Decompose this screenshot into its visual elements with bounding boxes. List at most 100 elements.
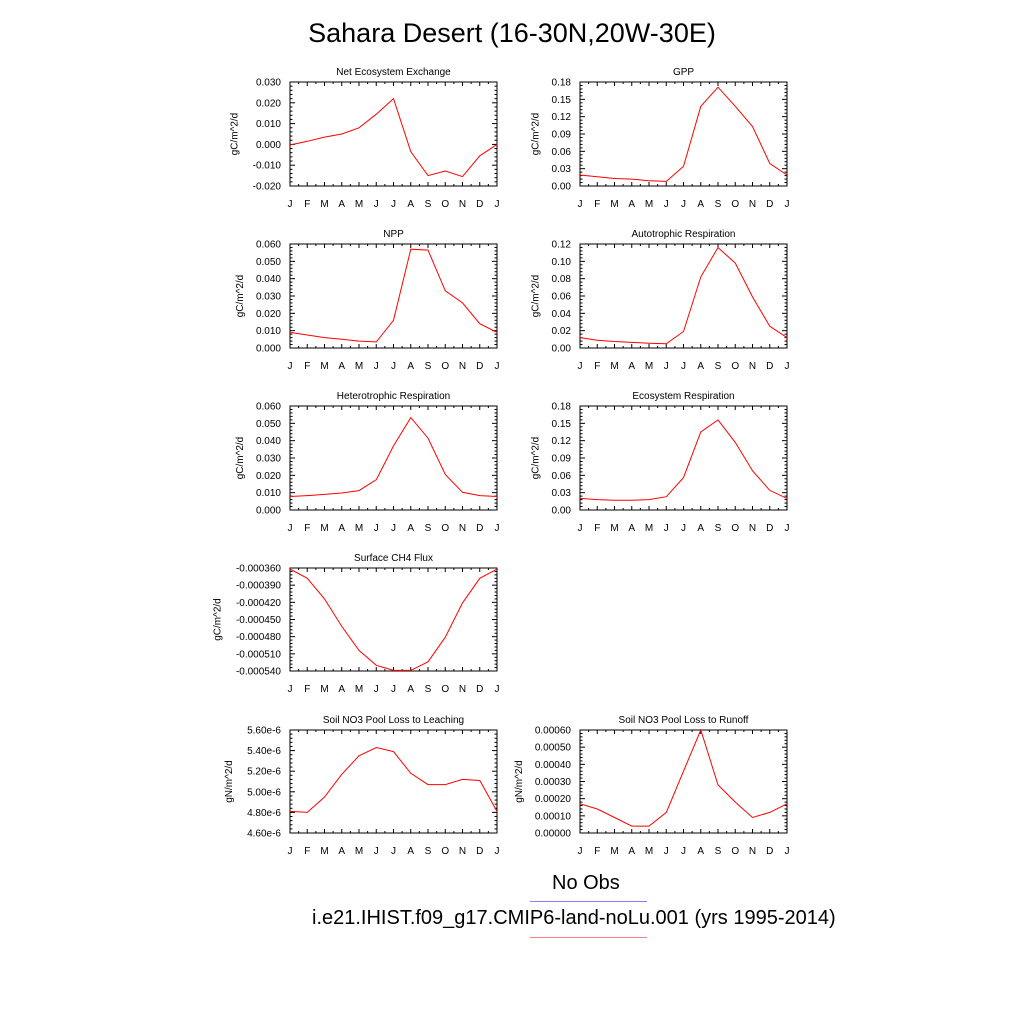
- x-tick-label: O: [731, 361, 739, 372]
- x-tick-label: J: [578, 523, 583, 534]
- x-tick-label: M: [320, 684, 328, 695]
- y-tick-label: 5.20e-6: [247, 767, 281, 778]
- x-tick-label: M: [645, 361, 653, 372]
- y-tick-label: -0.000360: [236, 564, 281, 575]
- x-tick-label: A: [697, 361, 704, 372]
- y-tick-label: 0.000: [256, 344, 281, 355]
- y-tick-label: 0.040: [256, 436, 281, 447]
- y-tick-label: 0.00: [552, 182, 572, 193]
- chart-panel-0: J F M A M J J A S O N D J-0.020-0.0100.0000.0100.020…: [229, 67, 499, 210]
- x-tick-label: D: [476, 361, 483, 372]
- y-tick-label: -0.000450: [236, 615, 281, 626]
- x-tick-label: J: [374, 684, 379, 695]
- x-tick-label: J: [288, 199, 293, 210]
- panel-title: Soil NO3 Pool Loss to Runoff: [619, 715, 749, 726]
- x-tick-label: J: [288, 361, 293, 372]
- y-tick-label: 0.15: [552, 419, 572, 430]
- y-tick-label: 0.030: [256, 78, 281, 89]
- x-tick-label: N: [459, 199, 466, 210]
- x-tick-label: F: [304, 684, 310, 695]
- y-axis-label: gN/m^2/d: [224, 760, 235, 803]
- legend-label-obs: No Obs: [552, 872, 620, 894]
- x-tick-label: M: [320, 523, 328, 534]
- x-tick-label: D: [476, 199, 483, 210]
- y-tick-label: 0.020: [256, 98, 281, 109]
- x-tick-label: A: [338, 199, 345, 210]
- y-tick-label: 0.010: [256, 119, 281, 130]
- x-tick-label: J: [374, 523, 379, 534]
- x-tick-label: S: [425, 361, 432, 372]
- y-tick-label: 0.03: [552, 488, 572, 499]
- x-tick-label: J: [495, 846, 500, 857]
- x-tick-label: J: [785, 361, 790, 372]
- x-tick-label: J: [785, 523, 790, 534]
- x-tick-label: M: [320, 846, 328, 857]
- legend-label-model: i.e21.IHIST.f09_g17.CMIP6-land-noLu.001 …: [312, 907, 836, 929]
- x-tick-label: J: [374, 199, 379, 210]
- series-line: [579, 728, 788, 827]
- x-tick-label: S: [425, 523, 432, 534]
- x-tick-label: A: [697, 523, 704, 534]
- x-tick-label: J: [664, 523, 669, 534]
- x-tick-label: J: [288, 523, 293, 534]
- x-tick-label: M: [355, 846, 363, 857]
- x-tick-label: A: [338, 684, 345, 695]
- x-tick-label: A: [628, 199, 635, 210]
- x-tick-label: O: [441, 199, 449, 210]
- x-tick-label: J: [391, 684, 396, 695]
- y-tick-label: 0.00030: [535, 777, 572, 788]
- x-tick-label: N: [749, 523, 756, 534]
- y-tick-label: 0.18: [552, 78, 572, 89]
- y-axis-label: gC/m^2/d: [531, 275, 542, 318]
- x-tick-label: D: [766, 846, 773, 857]
- x-tick-label: M: [645, 846, 653, 857]
- y-tick-label: 4.80e-6: [247, 808, 281, 819]
- plot-frame: [579, 405, 788, 511]
- y-tick-label: 0.09: [552, 454, 572, 465]
- x-tick-label: A: [628, 361, 635, 372]
- x-tick-label: J: [785, 846, 790, 857]
- x-tick-label: F: [304, 846, 310, 857]
- x-tick-label: A: [697, 199, 704, 210]
- y-tick-label: 0.00010: [535, 811, 572, 822]
- x-tick-label: A: [628, 846, 635, 857]
- panel-title: GPP: [673, 67, 694, 78]
- y-tick-label: 0.030: [256, 454, 281, 465]
- x-tick-label: J: [495, 199, 500, 210]
- x-tick-label: F: [304, 361, 310, 372]
- y-tick-label: 0.00050: [535, 743, 572, 754]
- panel-title: Autotrophic Respiration: [632, 229, 736, 240]
- x-tick-label: M: [320, 361, 328, 372]
- x-tick-label: J: [664, 846, 669, 857]
- x-tick-label: N: [749, 199, 756, 210]
- x-tick-label: M: [610, 199, 618, 210]
- x-tick-label: N: [749, 361, 756, 372]
- x-tick-label: F: [594, 523, 600, 534]
- y-tick-label: -0.000390: [236, 581, 281, 592]
- series-line: [289, 746, 498, 813]
- y-axis-label: gC/m^2/d: [531, 437, 542, 480]
- x-tick-label: A: [697, 846, 704, 857]
- x-tick-label: J: [664, 199, 669, 210]
- x-tick-label: D: [476, 523, 483, 534]
- series-line: [289, 97, 498, 178]
- x-tick-label: M: [355, 199, 363, 210]
- x-tick-label: S: [715, 199, 722, 210]
- x-tick-label: A: [407, 361, 414, 372]
- y-tick-label: 0.000: [256, 140, 281, 151]
- series-line: [579, 246, 788, 345]
- chart-panel-8: J F M A M J J A S O N D J4.60e-64.80e-65.00e-65.20e-…: [224, 715, 500, 857]
- plot-frame: [289, 243, 498, 349]
- y-tick-label: 0.040: [256, 274, 281, 285]
- x-tick-label: J: [578, 846, 583, 857]
- x-tick-label: J: [495, 684, 500, 695]
- panel-title: NPP: [383, 229, 404, 240]
- x-tick-label: O: [441, 684, 449, 695]
- x-tick-label: A: [407, 523, 414, 534]
- x-tick-label: O: [441, 361, 449, 372]
- y-tick-label: 0.10: [552, 257, 572, 268]
- x-tick-label: J: [681, 361, 686, 372]
- y-tick-label: 0.12: [552, 436, 572, 447]
- y-tick-label: 0.04: [552, 309, 572, 320]
- chart-panel-9: J F M A M J J A S O N D J0.000000.000100.000200.0003…: [514, 715, 790, 857]
